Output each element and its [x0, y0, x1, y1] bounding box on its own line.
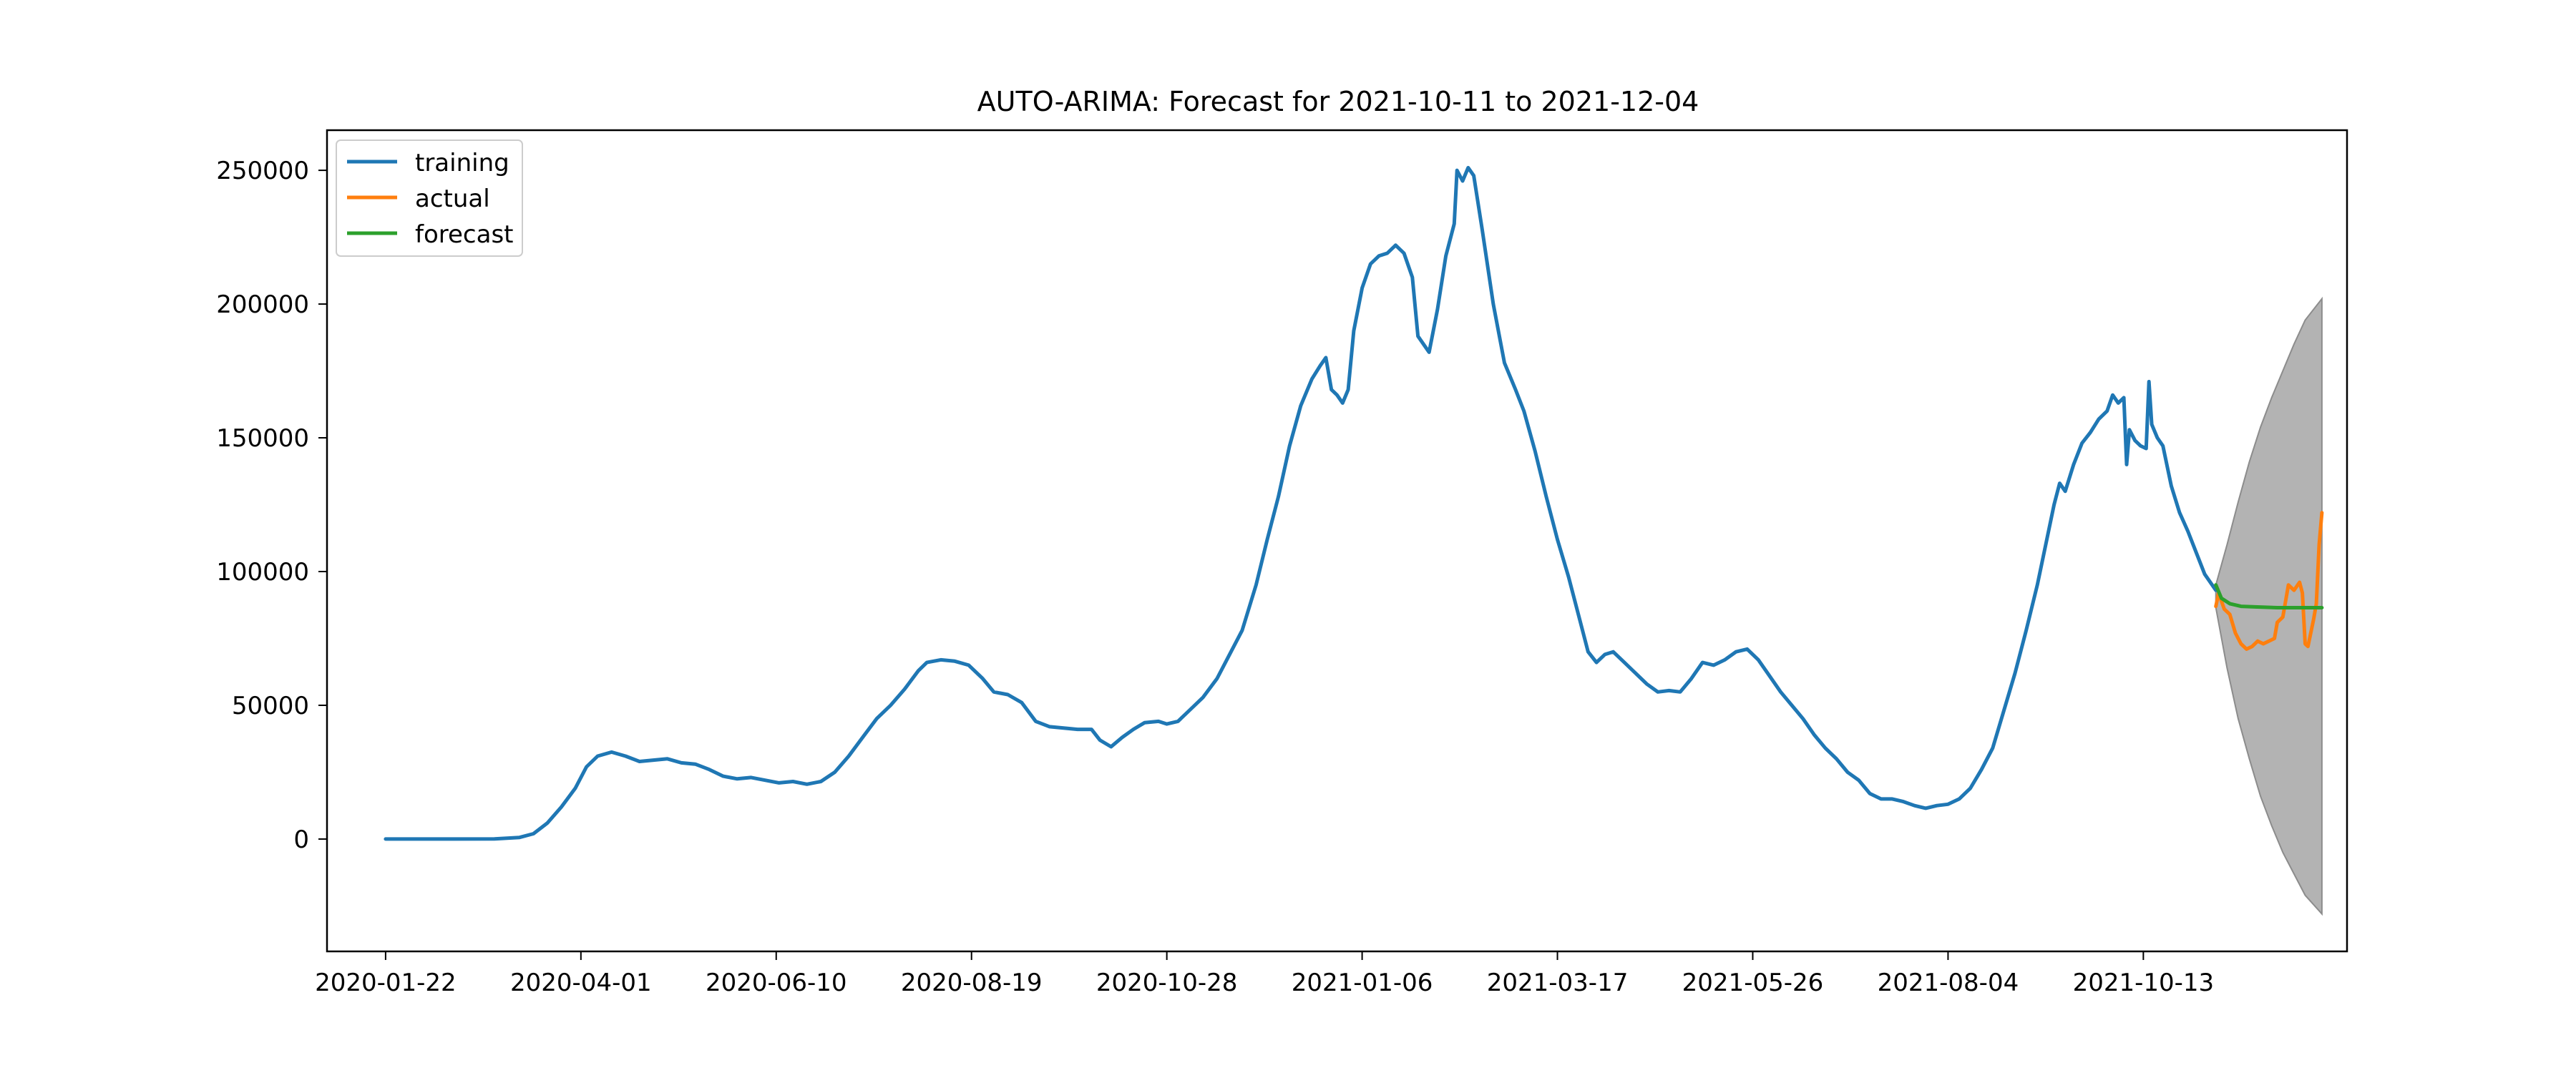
legend: training actual forecast	[336, 139, 523, 257]
x-axis: 2020-01-22 2020-04-01 2020-06-10 2020-08-19…	[315, 951, 2214, 997]
plot-area-frame	[326, 129, 2348, 953]
x-tick-label: 2020-01-22	[315, 969, 457, 997]
y-tick-label: 0	[293, 825, 309, 854]
legend-label-training: training	[415, 149, 509, 177]
y-tick-label: 100000	[216, 558, 309, 587]
legend-label-forecast: forecast	[415, 220, 514, 249]
y-axis: 0 50000 100000 150000 200000 250000	[216, 157, 327, 854]
series-line-actual	[2214, 511, 2324, 651]
x-tick-label: 2020-04-01	[510, 969, 652, 997]
y-tick-label: 250000	[216, 157, 309, 185]
x-tick-label: 2021-10-13	[2073, 969, 2215, 997]
x-tick-label: 2020-06-10	[706, 969, 847, 997]
x-tick-label: 2021-03-17	[1487, 969, 1629, 997]
x-tick-label: 2021-05-26	[1682, 969, 1824, 997]
y-tick-label: 50000	[232, 692, 309, 720]
x-tick-label: 2021-08-04	[1878, 969, 2019, 997]
x-tick-label: 2021-01-06	[1292, 969, 1433, 997]
legend-frame	[336, 139, 523, 257]
y-tick-label: 200000	[216, 290, 309, 319]
x-tick-label: 2020-10-28	[1096, 969, 1238, 997]
series-layer	[384, 165, 2324, 841]
y-tick-label: 150000	[216, 424, 309, 453]
x-tick-label: 2020-08-19	[901, 969, 1043, 997]
chart-title: AUTO-ARIMA: Forecast for 2021-10-11 to 2…	[977, 86, 1699, 117]
legend-label-actual: actual	[415, 185, 490, 213]
series-line-forecast	[2214, 583, 2324, 609]
series-line-training	[384, 165, 2218, 841]
